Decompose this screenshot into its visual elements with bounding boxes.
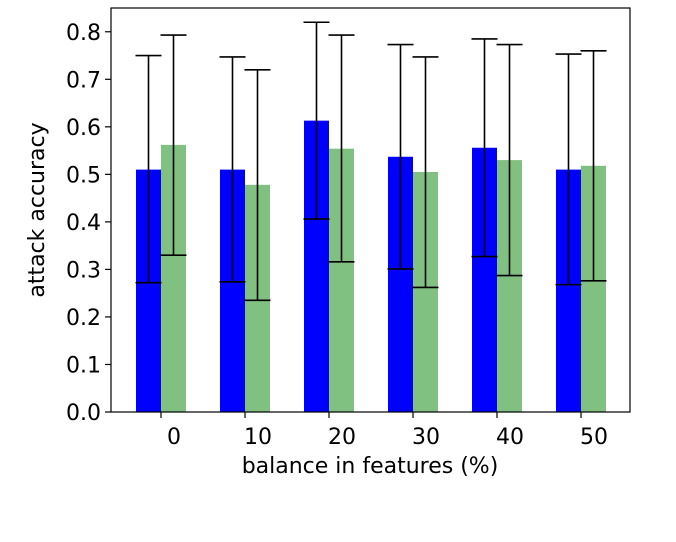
x-tick-label: 0 — [167, 425, 181, 450]
x-tick-label: 30 — [412, 425, 440, 450]
error-bar-series2-30 — [412, 56, 439, 289]
error-bar-series1-30 — [387, 43, 414, 270]
y-tick-label: 0.2 — [66, 306, 101, 331]
error-bar-series2-0 — [160, 34, 187, 256]
error-bar-series2-40 — [496, 43, 523, 277]
y-tick-label: 0.4 — [66, 211, 101, 236]
y-tick-label: 0.3 — [66, 258, 101, 283]
y-tick-label: 0.6 — [66, 116, 101, 141]
x-tick-label: 50 — [580, 425, 608, 450]
plot-frame — [110, 7, 631, 413]
y-axis: 0.0 0.1 0.2 0.3 0.4 0.5 0.6 0.7 0.8 — [66, 21, 111, 426]
y-tick-label: 0.7 — [66, 68, 101, 93]
y-tick-label: 0.0 — [66, 401, 101, 426]
y-axis-title: attack accuracy — [25, 122, 50, 297]
error-bar-series2-20 — [328, 34, 355, 263]
bars-layer — [136, 120, 606, 413]
x-tick-label: 10 — [244, 425, 272, 450]
x-tick-label: 20 — [328, 425, 356, 450]
error-bar-series2-10 — [244, 68, 271, 302]
x-axis-title: balance in features (%) — [242, 454, 499, 479]
y-tick-label: 0.1 — [66, 353, 101, 378]
error-bar-series1-20 — [303, 21, 330, 220]
y-tick-label: 0.8 — [66, 21, 101, 46]
error-bar-series1-50 — [555, 53, 582, 286]
x-tick-label: 40 — [496, 425, 524, 450]
x-axis: 0 10 20 30 40 50 — [160, 412, 608, 450]
error-bar-series1-10 — [219, 56, 246, 283]
error-bars-layer — [135, 21, 607, 302]
error-bar-series1-40 — [471, 38, 498, 258]
error-bar-series2-50 — [580, 49, 607, 282]
error-bar-series1-0 — [135, 54, 162, 284]
y-tick-label: 0.5 — [66, 163, 101, 188]
